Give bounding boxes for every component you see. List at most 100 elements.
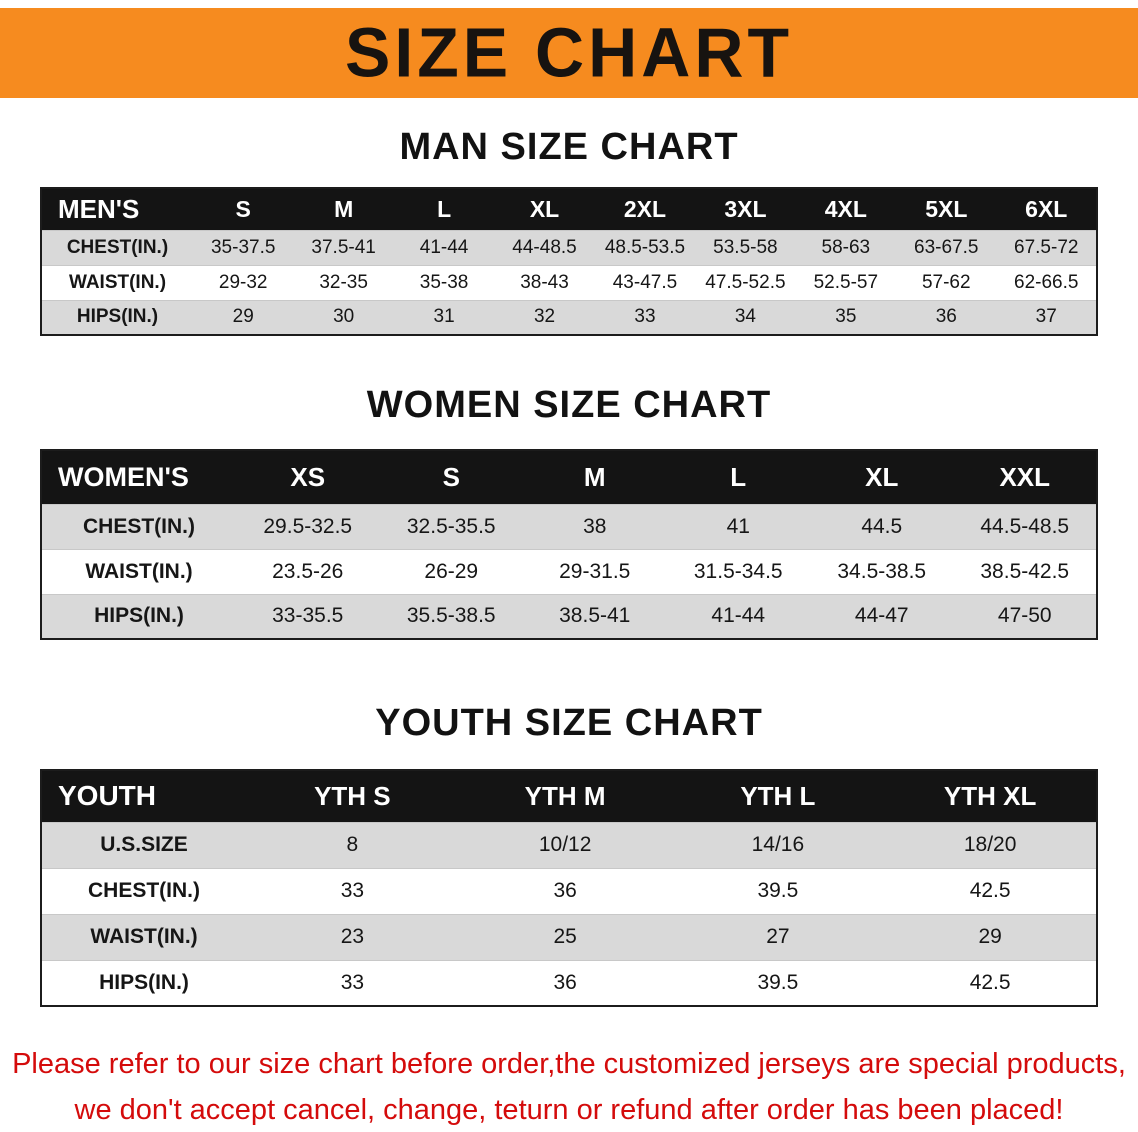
row-label: U.S.SIZE — [100, 833, 188, 856]
size-cell: 62-66.5 — [1014, 271, 1079, 293]
size-cell: 43-47.5 — [612, 271, 678, 293]
row-label: WAIST(IN.) — [85, 559, 193, 583]
table-row: WAIST(IN.) 29-32 32-35 35-38 38-43 43-47.5 47.… — [41, 265, 1097, 300]
size-cell: 35.5-38.5 — [406, 604, 496, 628]
row-label: CHEST(IN.) — [66, 236, 169, 258]
size-cell: 8 — [346, 833, 359, 856]
size-column-header: XS — [236, 450, 380, 504]
table-row: HIPS(IN.) 29 30 31 32 33 34 35 36 37 — [41, 300, 1097, 335]
size-cell: 36 — [553, 879, 577, 902]
size-cell: 38.5-42.5 — [980, 559, 1070, 583]
size-cell: 38-43 — [520, 271, 569, 293]
table-corner-label: YOUTH — [41, 770, 246, 822]
women-size-chart-table: WOMEN'S XS S M L XL XXL CHEST(IN.) 29.5-32.5 32.5… — [40, 449, 1098, 640]
man-size-chart-table: MEN'S S M L XL 2XL 3XL 4XL 5XL 6XL CHEST(IN.) 35-37… — [40, 187, 1098, 336]
size-cell: 30 — [333, 306, 355, 328]
size-cell: 32 — [533, 306, 556, 328]
youth-size-section: YOUTH SIZE CHART YOUTH YTH S YTH M YTH L YTH… — [0, 702, 1138, 1007]
size-cell: 29.5-32.5 — [263, 514, 353, 538]
table-row: WAIST(IN.) 23.5-26 26-29 29-31.5 31.5-34.5 34… — [41, 549, 1097, 594]
size-cell: 33 — [634, 306, 656, 328]
table-corner-label: MEN'S — [41, 188, 193, 230]
row-label: HIPS(IN.) — [76, 306, 159, 328]
size-cell: 34.5-38.5 — [837, 559, 927, 583]
size-cell: 18/20 — [963, 833, 1017, 856]
size-cell: 52.5-57 — [813, 271, 879, 293]
footer-note: Please refer to our size chart before or… — [0, 1041, 1138, 1132]
size-cell: 37 — [1035, 306, 1057, 328]
size-cell: 41 — [726, 514, 750, 538]
size-cell: 47.5-52.5 — [705, 271, 786, 293]
size-cell: 23 — [340, 925, 365, 948]
size-column-header: L — [666, 450, 810, 504]
table-row: CHEST(IN.) 35-37.5 37.5-41 41-44 44-48.5 48.5… — [41, 230, 1097, 265]
size-cell: 23.5-26 — [272, 559, 344, 583]
footer-note-line-1: Please refer to our size chart before or… — [12, 1048, 1126, 1080]
men-section-title: MAN SIZE CHART — [399, 126, 739, 168]
men-size-table-wrap: MEN'S S M L XL 2XL 3XL 4XL 5XL 6XL CHEST(IN.) 35-37… — [40, 187, 1098, 336]
table-row: U.S.SIZE 8 10/12 14/16 18/20 — [41, 822, 1097, 868]
size-column-header: 3XL — [695, 188, 796, 230]
youth-size-chart-table: YOUTH YTH S YTH M YTH L YTH XL U.S.SIZE 8 10/12… — [40, 769, 1098, 1007]
size-column-header: M — [523, 450, 667, 504]
size-cell: 58-63 — [821, 236, 871, 258]
size-cell: 33 — [340, 879, 365, 902]
size-column-header: YTH M — [458, 770, 672, 822]
size-cell: 48.5-53.5 — [604, 236, 686, 258]
size-column-header: 6XL — [996, 188, 1097, 230]
size-column-header: YTH S — [246, 770, 459, 822]
size-cell: 34 — [734, 306, 756, 328]
size-cell: 29 — [978, 925, 1002, 948]
row-label: HIPS(IN.) — [99, 970, 189, 994]
size-cell: 33-35.5 — [272, 604, 344, 628]
row-label: HIPS(IN.) — [94, 604, 184, 628]
size-column-header: YTH L — [671, 770, 885, 822]
size-column-header: XL — [494, 188, 595, 230]
size-cell: 41-44 — [419, 236, 469, 258]
row-label: CHEST(IN.) — [83, 514, 195, 538]
table-header-row: YOUTH YTH S YTH M YTH L YTH XL — [41, 770, 1097, 822]
size-cell: 63-67.5 — [914, 236, 979, 258]
size-cell: 35 — [835, 306, 857, 328]
size-cell: 39.5 — [757, 970, 799, 994]
size-cell: 44.5-48.5 — [980, 514, 1070, 538]
table-row: WAIST(IN.) 23 25 27 29 — [41, 914, 1097, 960]
size-cell: 36 — [553, 970, 577, 994]
size-cell: 29-32 — [218, 271, 268, 293]
table-row: HIPS(IN.) 33-35.5 35.5-38.5 38.5-41 41-44 44-… — [41, 594, 1097, 639]
size-cell: 32.5-35.5 — [406, 514, 496, 538]
size-column-header: 2XL — [594, 188, 696, 230]
size-column-header: 5XL — [896, 188, 997, 230]
size-cell: 10/12 — [538, 833, 592, 856]
size-cell: 29 — [232, 306, 254, 328]
size-cell: 53.5-58 — [713, 236, 778, 258]
row-label: WAIST(IN.) — [68, 271, 167, 293]
size-cell: 42.5 — [969, 879, 1011, 902]
size-cell: 57-62 — [921, 271, 971, 293]
size-cell: 25 — [553, 925, 577, 948]
size-column-header: 4XL — [795, 188, 897, 230]
size-cell: 32-35 — [319, 271, 368, 293]
size-cell: 39.5 — [757, 879, 799, 902]
table-header-row: MEN'S S M L XL 2XL 3XL 4XL 5XL 6XL — [41, 188, 1097, 230]
page-title: SIZE CHART — [345, 14, 793, 92]
size-column-header: M — [293, 188, 394, 230]
size-cell: 38.5-41 — [559, 604, 631, 628]
size-cell: 41-44 — [711, 604, 766, 628]
size-cell: 44-48.5 — [512, 236, 577, 258]
size-column-header: XXL — [953, 450, 1097, 504]
size-cell: 38 — [583, 514, 607, 538]
table-row: HIPS(IN.) 33 36 39.5 42.5 — [41, 960, 1097, 1006]
size-chart-banner: SIZE CHART — [0, 8, 1138, 98]
size-column-header: XL — [810, 450, 954, 504]
table-header-row: WOMEN'S XS S M L XL XXL — [41, 450, 1097, 504]
youth-section-title: YOUTH SIZE CHART — [375, 702, 763, 744]
size-cell: 47-50 — [997, 604, 1052, 628]
table-corner-label: WOMEN'S — [41, 450, 236, 504]
size-column-header: S — [193, 188, 294, 230]
women-size-section: WOMEN SIZE CHART WOMEN'S XS S M L XL XXL CHEST(… — [0, 384, 1138, 640]
women-size-table-wrap: WOMEN'S XS S M L XL XXL CHEST(IN.) 29.5-32.5 32.5… — [40, 449, 1098, 640]
size-column-header: YTH XL — [884, 770, 1097, 822]
size-cell: 37.5-41 — [311, 236, 376, 258]
size-cell: 35-38 — [419, 271, 469, 293]
